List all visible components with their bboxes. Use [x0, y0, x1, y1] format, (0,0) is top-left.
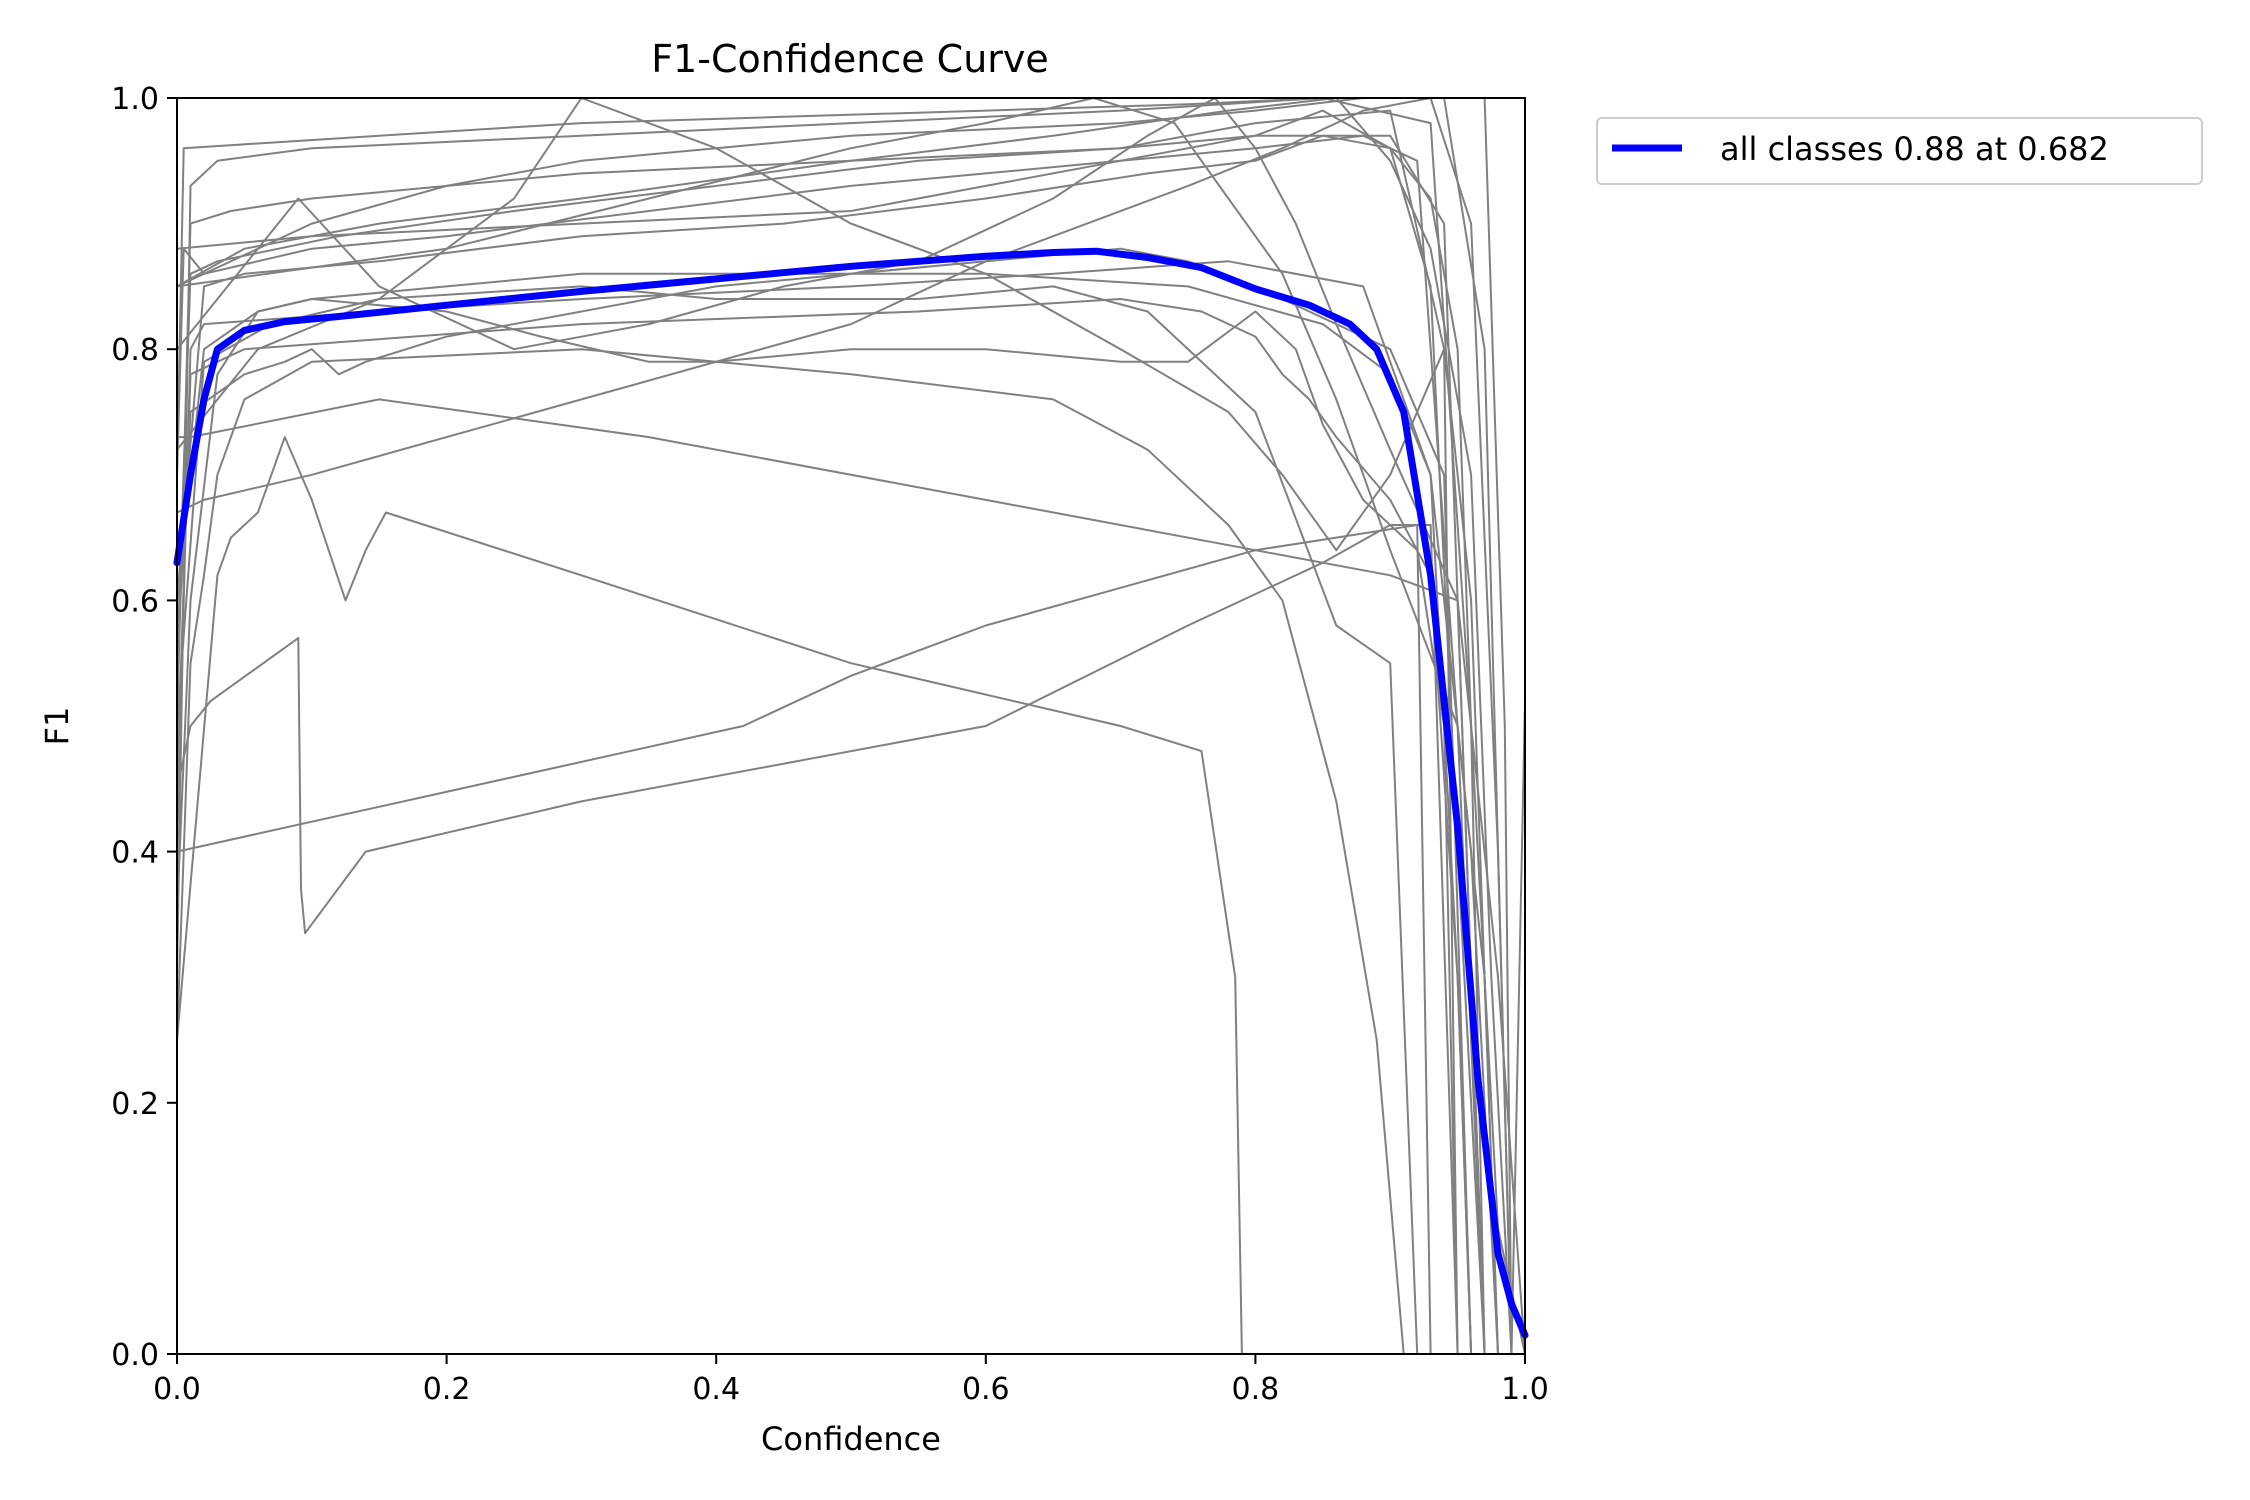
- class-curves-group: [176, 97, 1526, 1355]
- y-tick-label: 0.6: [111, 584, 159, 619]
- x-tick-label: 0.6: [962, 1372, 1010, 1407]
- class-curve-15: [176, 524, 1432, 1355]
- series-line-all-classes: [173, 247, 1529, 1339]
- y-tick-label: 0.8: [111, 333, 159, 368]
- chart-title: F1-Confidence Curve: [651, 37, 1049, 81]
- all-classes-series-group: [173, 247, 1529, 1339]
- x-tick-label: 0.4: [692, 1372, 740, 1407]
- y-axis-ticks: 0.0 0.2 0.4 0.6 0.8 1.0: [111, 82, 177, 1373]
- class-curve-3: [176, 134, 1486, 1355]
- plot-frame: [176, 97, 1526, 1355]
- y-tick-label: 1.0: [111, 82, 159, 117]
- x-tick-label: 0.2: [423, 1372, 471, 1407]
- class-curve-12: [176, 348, 1405, 1355]
- class-curve-1: [176, 97, 1526, 1355]
- x-axis-ticks: 0.0 0.2 0.4 0.6 0.8 1.0: [153, 1354, 1549, 1407]
- x-tick-label: 0.0: [153, 1372, 201, 1407]
- class-curve-17: [176, 97, 1513, 1355]
- class-curve-22: [176, 97, 1513, 1355]
- y-tick-label: 0.4: [111, 836, 159, 871]
- x-axis-title: Confidence: [761, 1420, 941, 1458]
- class-curve-23: [176, 97, 1513, 1355]
- class-curve-18: [176, 97, 1526, 1355]
- class-curve-24: [176, 109, 1486, 1355]
- y-tick-label: 0.2: [111, 1087, 159, 1122]
- class-curve-5: [176, 260, 1473, 1355]
- legend: all classes 0.88 at 0.682: [1596, 117, 2203, 185]
- y-axis-title: F1: [38, 707, 76, 746]
- x-tick-label: 1.0: [1501, 1372, 1549, 1407]
- class-curve-6: [176, 109, 1459, 1355]
- x-tick-label: 0.8: [1232, 1372, 1280, 1407]
- legend-box: [1596, 117, 2203, 185]
- y-tick-label: 0.0: [111, 1338, 159, 1373]
- class-curve-13: [176, 436, 1243, 1355]
- legend-label-all-classes: all classes 0.88 at 0.682: [1720, 130, 2109, 168]
- class-curve-20: [176, 97, 1526, 1355]
